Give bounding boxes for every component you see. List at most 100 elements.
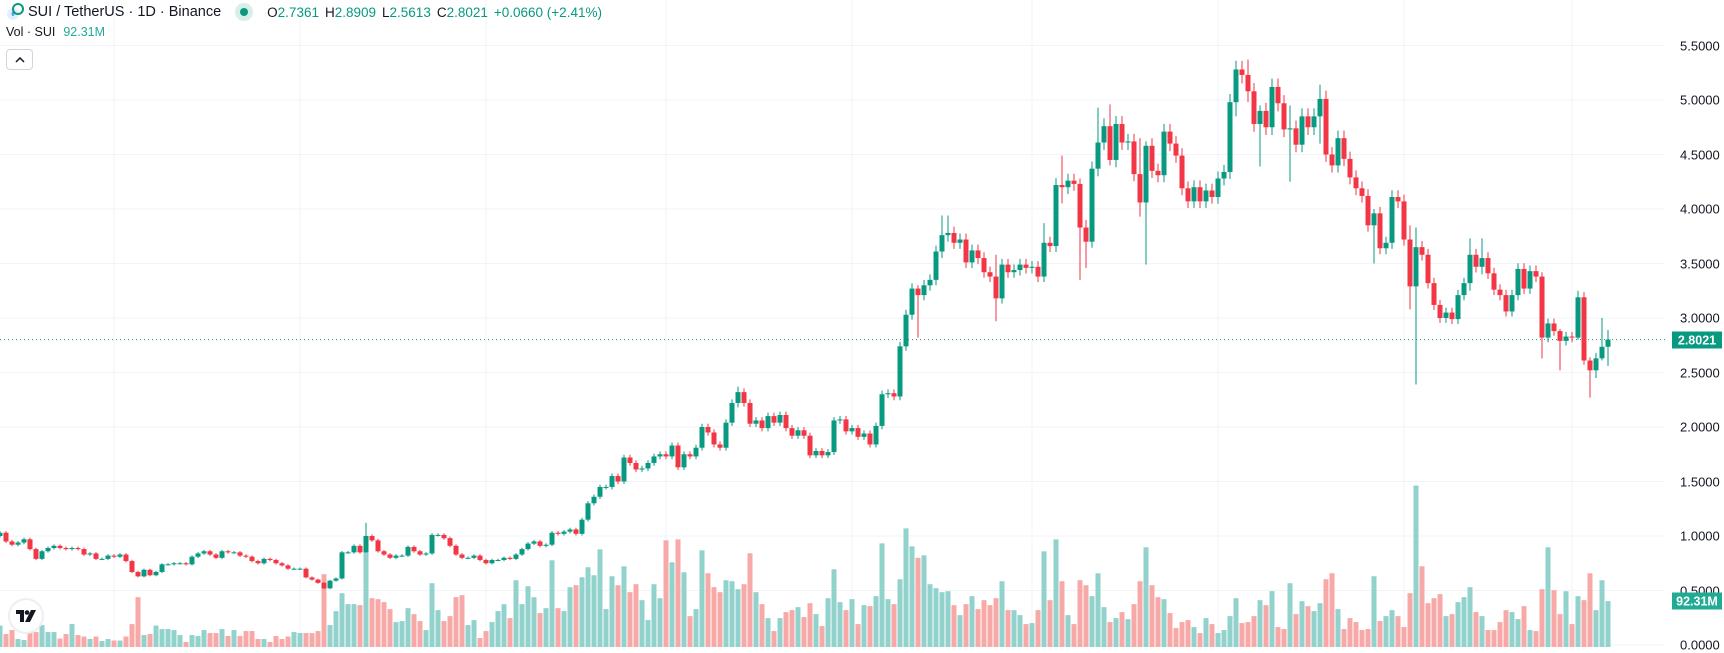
candle-up <box>231 552 237 554</box>
volume-label[interactable]: Vol · SUI <box>6 25 56 39</box>
volume-bar <box>21 640 27 647</box>
volume-bar <box>489 622 495 647</box>
volume-bar <box>279 639 285 647</box>
candle-up <box>543 544 549 546</box>
candle-up <box>651 456 657 463</box>
candle-down <box>1209 190 1215 198</box>
candle-down <box>441 534 447 539</box>
candle-up <box>1041 242 1047 277</box>
tradingview-logo-icon[interactable] <box>10 600 42 632</box>
candle-up <box>1461 283 1467 296</box>
candle-up <box>1203 190 1209 202</box>
volume-bar <box>255 639 261 647</box>
volume-bar <box>903 528 909 647</box>
price-tick-label: 3.0000 <box>1680 310 1720 326</box>
candle-down <box>1167 131 1173 144</box>
open-value: 2.7361 <box>277 4 319 20</box>
candle-up <box>849 428 855 432</box>
candle-down <box>993 276 999 299</box>
volume-bar <box>1269 591 1275 647</box>
volume-bar <box>645 620 651 647</box>
volume-bar <box>1521 606 1527 647</box>
change-value: +0.0660 (+2.41%) <box>493 4 602 20</box>
volume-bar <box>69 624 75 647</box>
volume-bar <box>1479 616 1485 647</box>
volume-bar <box>309 633 315 647</box>
volume-bar <box>285 636 291 647</box>
candle-up <box>837 419 843 421</box>
volume-bar <box>1275 627 1281 647</box>
volume-bar <box>1599 580 1605 647</box>
volume-bar <box>483 631 489 647</box>
candle-up <box>1545 323 1551 338</box>
candle-down <box>747 403 753 424</box>
collapse-legend-button[interactable] <box>6 49 33 70</box>
volume-bar <box>99 641 105 647</box>
candle-down <box>375 540 381 552</box>
candle-down <box>1281 103 1287 130</box>
candle-up <box>39 551 45 559</box>
volume-bar <box>1305 606 1311 647</box>
candle-up <box>1383 242 1389 249</box>
candle-down <box>1503 295 1509 312</box>
candle-down <box>1401 201 1407 240</box>
candle-up <box>1065 180 1071 188</box>
candle-down <box>1431 283 1437 305</box>
volume-bar <box>513 580 519 647</box>
candle-down <box>615 476 621 482</box>
volume-bar <box>375 599 381 647</box>
candle-up <box>117 554 123 557</box>
volume-bar <box>933 588 939 647</box>
candle-up <box>105 555 111 559</box>
volume-bar <box>975 609 981 647</box>
volume-bar <box>465 625 471 647</box>
candle-down <box>111 555 117 557</box>
volume-bar <box>1131 604 1137 647</box>
candle-down <box>387 554 393 558</box>
volume-bar <box>963 604 969 647</box>
volume-bar <box>891 604 897 647</box>
volume-bar <box>333 611 339 647</box>
volume-bar <box>789 610 795 647</box>
candle-down <box>687 454 693 457</box>
volume-bar <box>1401 627 1407 647</box>
volume-bar <box>501 604 507 647</box>
candle-up <box>1269 86 1275 128</box>
candle-down <box>477 555 483 560</box>
volume-bar <box>1179 622 1185 647</box>
volume-bar <box>321 574 327 647</box>
volume-bar <box>393 622 399 647</box>
volume-bar <box>1341 629 1347 647</box>
volume-bar <box>51 632 57 647</box>
volume-bar <box>1101 607 1107 647</box>
volume-bar <box>387 609 393 647</box>
volume-bar <box>795 607 801 647</box>
symbol-title[interactable]: SUI / TetherUS · 1D · Binance <box>28 4 222 20</box>
volume-bar <box>735 589 741 647</box>
candle-down <box>147 569 153 576</box>
candle-up <box>171 563 177 565</box>
volume-bar <box>93 636 99 647</box>
candle-up <box>393 555 399 558</box>
volume-bar <box>303 633 309 647</box>
candle-up <box>297 568 303 570</box>
volume-bar <box>885 599 891 647</box>
volume-bar <box>615 585 621 647</box>
candle-up <box>945 232 951 236</box>
volume-bar <box>1281 629 1287 647</box>
volume-bar <box>1149 585 1155 647</box>
candle-down <box>1275 86 1281 104</box>
volume-bar <box>1497 622 1503 647</box>
volume-bar <box>705 573 711 647</box>
candle-down <box>213 554 219 558</box>
volume-bar <box>207 633 213 647</box>
volume-bar <box>1041 551 1047 647</box>
volume-bar <box>999 581 1005 647</box>
volume-bar <box>327 625 333 647</box>
candle-up <box>1095 142 1101 169</box>
sui-logo-icon <box>6 3 24 21</box>
candle-up <box>1593 358 1599 371</box>
candle-up <box>645 462 651 469</box>
candle-up <box>1443 312 1449 318</box>
